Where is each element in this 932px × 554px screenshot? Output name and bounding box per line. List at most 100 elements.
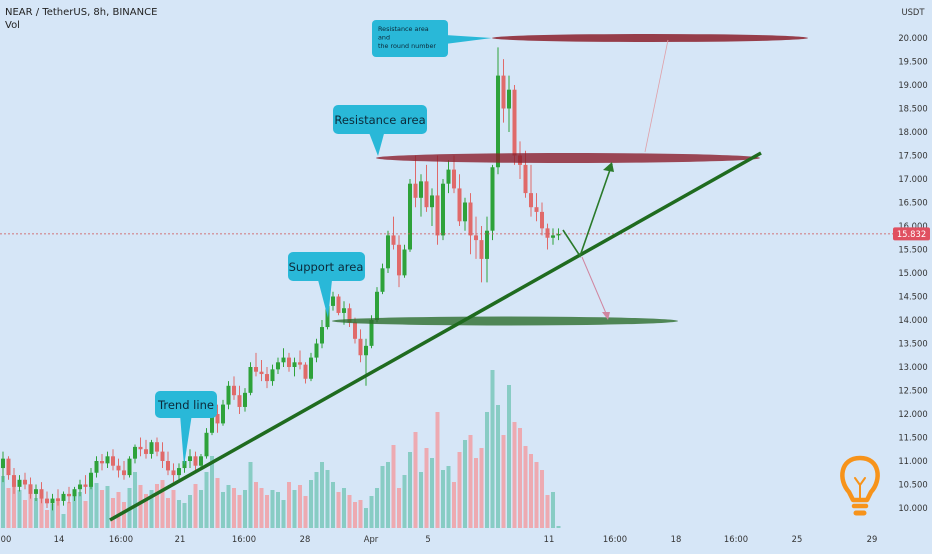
candle	[276, 357, 280, 375]
candle	[292, 357, 297, 377]
time-tick-label: 16:00	[109, 534, 133, 544]
candle	[430, 188, 434, 226]
volume-bar	[138, 485, 143, 528]
time-axis[interactable]: 00 14 16:00 21 16:00 28 Apr 5 11 16:00 18 16:00 25 29	[1, 534, 878, 544]
volume-bar	[243, 490, 247, 528]
volume-bar	[364, 508, 368, 528]
candle	[50, 493, 55, 511]
volume-bar	[380, 466, 385, 528]
volume-bar	[490, 370, 495, 528]
volume-bar	[270, 490, 275, 528]
candle	[100, 453, 104, 471]
volume-bar	[369, 496, 374, 528]
volume-bar	[325, 470, 330, 528]
candle	[254, 352, 258, 377]
candle	[39, 482, 44, 504]
candle	[529, 164, 533, 217]
candle	[45, 491, 49, 508]
resistance-zone-mid[interactable]	[376, 153, 760, 163]
volume-bar	[61, 514, 66, 528]
volume-bar	[331, 482, 335, 528]
time-tick-label: 18	[671, 534, 682, 544]
thin-target-line	[644, 39, 669, 153]
volume-bar	[292, 490, 297, 528]
candle	[501, 59, 506, 123]
price-tick-label: 15.500	[898, 245, 927, 255]
candle	[204, 428, 209, 459]
candle	[23, 472, 27, 490]
volume-bar	[457, 452, 462, 528]
volume-bar	[529, 454, 533, 528]
candle	[496, 47, 500, 175]
last-price-tag: 15.832	[893, 227, 930, 241]
bullish-arrowhead	[603, 162, 614, 172]
candle	[463, 197, 467, 231]
bearish-path-arrow[interactable]	[581, 256, 609, 319]
volume-bar	[507, 385, 511, 528]
candle	[34, 484, 38, 501]
candle	[56, 489, 60, 506]
callout-resistance-mid[interactable]: Resistance area	[333, 105, 427, 156]
time-tick-label: 16:00	[724, 534, 748, 544]
bearish-arrowhead	[602, 312, 610, 320]
candle	[298, 350, 302, 370]
price-tick-label: 19.500	[898, 57, 927, 67]
price-tick-label: 16.000	[898, 221, 927, 231]
candle	[28, 477, 33, 499]
candle	[17, 475, 22, 492]
volume-bar	[424, 448, 429, 528]
volume-bar	[518, 428, 522, 528]
volume-bar	[463, 440, 467, 528]
volume-bar	[204, 472, 209, 528]
volume-bar	[551, 492, 555, 528]
candle	[61, 491, 66, 506]
candle	[138, 437, 143, 457]
candle	[485, 216, 489, 283]
time-tick-label: 21	[175, 534, 186, 544]
support-zone[interactable]	[332, 316, 678, 326]
candle	[556, 228, 561, 241]
volume-bar	[408, 452, 412, 528]
candle	[551, 228, 555, 245]
price-axis[interactable]: 20.000 19.500 19.000 18.500 18.000 17.500 17.0…	[898, 33, 927, 513]
callout-support[interactable]: Support area	[288, 252, 365, 318]
volume-bar	[56, 498, 60, 528]
resistance-zone-top[interactable]	[492, 34, 808, 42]
chart-header: NEAR / TetherUS, 8h, BINANCE Vol	[5, 6, 157, 32]
volume-bar	[199, 490, 203, 528]
callout-mid-label: Resistance area	[334, 113, 425, 127]
time-tick-label: 11	[544, 534, 555, 544]
volume-bar	[474, 458, 478, 528]
candle	[144, 439, 148, 459]
callout-trend[interactable]: Trend line	[155, 391, 217, 466]
volume-bar	[177, 500, 181, 528]
volume-bar	[397, 488, 401, 528]
candle	[232, 376, 236, 400]
price-axis-currency: USDT	[901, 7, 925, 17]
candle	[193, 451, 198, 471]
callout-resistance-top[interactable]: Resistance area and the round number	[372, 20, 492, 57]
candle	[83, 475, 88, 494]
candle	[402, 244, 407, 278]
candle	[419, 174, 423, 217]
price-tick-label: 15.000	[898, 268, 927, 278]
price-tick-label: 14.500	[898, 292, 927, 302]
volume-bar	[386, 462, 390, 528]
volume-bar	[254, 482, 258, 528]
volume-bar	[353, 502, 357, 528]
volume-bar	[446, 466, 451, 528]
candle	[122, 461, 126, 480]
candle	[1, 451, 5, 483]
bullish-path-arrow[interactable]	[562, 163, 613, 258]
candle	[545, 223, 550, 250]
candle	[375, 287, 379, 323]
volume-bar	[320, 462, 324, 528]
trend-line[interactable]	[109, 151, 762, 522]
candle	[248, 362, 253, 396]
candle	[507, 75, 511, 132]
candle	[479, 226, 484, 283]
price-tick-label: 14.000	[898, 315, 927, 325]
price-tick-label: 16.500	[898, 198, 927, 208]
volume-bar	[287, 482, 291, 528]
